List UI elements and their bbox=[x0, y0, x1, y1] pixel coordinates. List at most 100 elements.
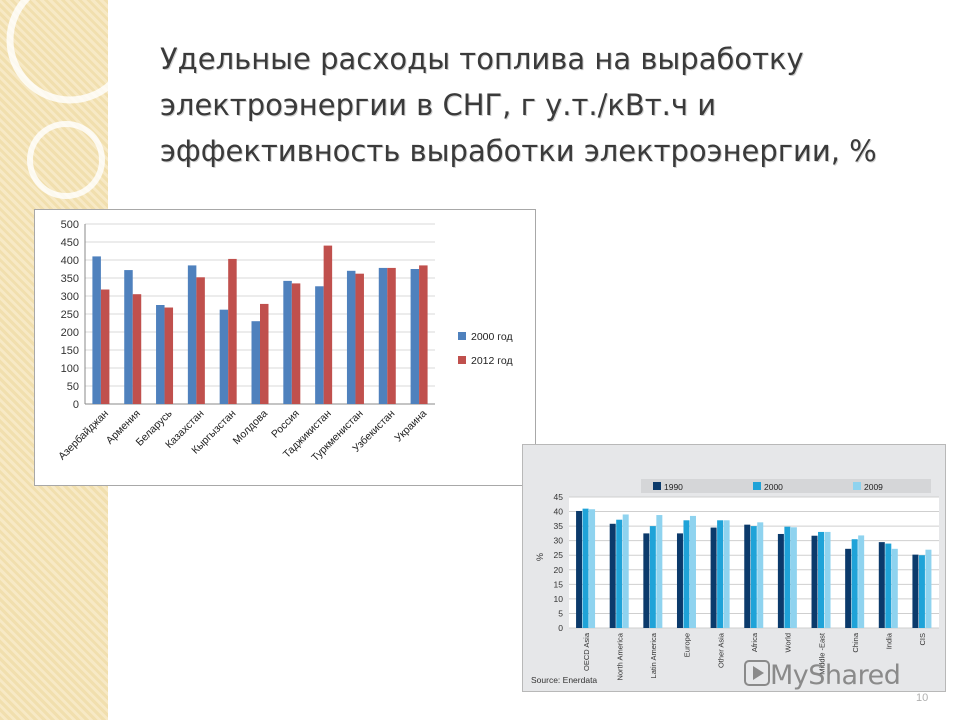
bar bbox=[251, 321, 260, 404]
y-tick-label: 300 bbox=[61, 291, 79, 303]
x-tick-label: Middle -East bbox=[817, 632, 826, 675]
bar bbox=[683, 520, 690, 628]
efficiency-chart: 0 5 10 15 20 25 30 35 40 45% OECD Asia North Americ… bbox=[522, 444, 946, 692]
bar bbox=[784, 526, 791, 628]
bar bbox=[912, 554, 919, 628]
y-tick-label: 500 bbox=[61, 219, 79, 231]
bar bbox=[757, 522, 764, 628]
bar bbox=[710, 527, 717, 628]
y-tick-label: 30 bbox=[554, 536, 564, 546]
bar bbox=[419, 265, 428, 404]
bar bbox=[676, 533, 683, 628]
bar bbox=[156, 305, 165, 404]
bar bbox=[622, 514, 629, 628]
y-tick-label: 35 bbox=[554, 521, 564, 531]
bar bbox=[750, 526, 757, 628]
bar bbox=[811, 535, 818, 628]
bar bbox=[818, 531, 825, 628]
legend-label: 2009 bbox=[864, 482, 883, 492]
bar bbox=[643, 533, 650, 628]
y-tick-label: 200 bbox=[61, 327, 79, 339]
legend-swatch bbox=[653, 482, 661, 490]
y-tick-label: 0 bbox=[558, 623, 563, 633]
x-tick-label: Молдова bbox=[231, 408, 271, 448]
legend-swatch bbox=[853, 482, 861, 490]
bar bbox=[885, 543, 892, 628]
x-tick-label: Europe bbox=[683, 633, 692, 657]
legend-label: 1990 bbox=[664, 482, 683, 492]
bar bbox=[925, 549, 932, 628]
x-tick-label: CIS bbox=[918, 633, 927, 646]
bar bbox=[616, 519, 623, 628]
x-tick-label: World bbox=[784, 633, 793, 652]
bar bbox=[315, 286, 324, 404]
bar bbox=[717, 520, 724, 628]
y-tick-label: 10 bbox=[554, 594, 564, 604]
bar bbox=[576, 510, 583, 628]
y-tick-label: 150 bbox=[61, 345, 79, 357]
bar bbox=[851, 539, 858, 628]
bar bbox=[219, 309, 229, 404]
bar bbox=[918, 555, 925, 628]
y-tick-label: 400 bbox=[61, 255, 79, 267]
x-tick-label: Украина bbox=[392, 408, 429, 445]
bar bbox=[744, 524, 751, 628]
x-tick-label: OECD Asia bbox=[582, 632, 591, 671]
x-tick-label: Азербайджан bbox=[56, 408, 111, 463]
y-tick-label: 0 bbox=[73, 399, 79, 411]
y-tick-label: 5 bbox=[558, 608, 563, 618]
legend-label: 2000 год bbox=[471, 331, 513, 343]
legend-label: 2000 bbox=[764, 482, 783, 492]
x-tick-label: Other Asia bbox=[716, 632, 725, 668]
legend-swatch bbox=[458, 356, 466, 364]
legend-label: 2012 год bbox=[471, 355, 513, 367]
bar bbox=[723, 520, 730, 628]
x-tick-label: India bbox=[885, 632, 894, 649]
legend-bar bbox=[641, 479, 931, 493]
y-tick-label: 25 bbox=[554, 550, 564, 560]
bar bbox=[92, 256, 101, 404]
watermark: MyShared bbox=[770, 660, 901, 691]
bar bbox=[164, 307, 174, 404]
bar bbox=[582, 508, 589, 628]
bar bbox=[132, 294, 142, 404]
page-number: 10 bbox=[916, 692, 929, 704]
bar bbox=[355, 273, 364, 404]
bar bbox=[187, 265, 197, 404]
y-tick-label: 45 bbox=[554, 492, 564, 502]
bar bbox=[589, 509, 596, 628]
bar bbox=[283, 280, 292, 404]
fuel-consumption-chart-svg: 0 50 100 150 200 250 300 350 400 450 500 Азербайджа… bbox=[56, 219, 513, 464]
bar bbox=[100, 289, 110, 404]
bar bbox=[387, 267, 396, 404]
bar bbox=[410, 269, 420, 404]
y-tick-label: 350 bbox=[61, 273, 79, 285]
y-tick-label: 450 bbox=[61, 237, 79, 249]
bar bbox=[689, 515, 696, 628]
efficiency-chart-svg: 0 5 10 15 20 25 30 35 40 45% OECD Asia North Americ… bbox=[531, 479, 939, 685]
bar bbox=[790, 527, 797, 628]
bar bbox=[656, 515, 663, 628]
y-tick-label: 100 bbox=[61, 363, 79, 375]
play-icon bbox=[744, 660, 770, 686]
bar bbox=[196, 277, 205, 404]
bar bbox=[649, 526, 656, 628]
legend-swatch bbox=[458, 332, 466, 340]
bar bbox=[323, 245, 333, 404]
bar bbox=[845, 548, 852, 628]
y-axis-label: % bbox=[535, 553, 545, 561]
bar bbox=[346, 270, 356, 404]
y-tick-label: 50 bbox=[67, 381, 79, 393]
bar bbox=[878, 542, 885, 628]
bar bbox=[824, 531, 831, 628]
bar bbox=[609, 523, 616, 628]
bar bbox=[378, 267, 388, 404]
y-tick-label: 250 bbox=[61, 309, 79, 321]
x-tick-label: North America bbox=[615, 632, 624, 680]
bar bbox=[858, 535, 865, 628]
x-tick-label: Africa bbox=[750, 632, 759, 652]
y-tick-label: 15 bbox=[554, 579, 564, 589]
chart-source: Source: Enerdata bbox=[531, 675, 597, 685]
bar bbox=[124, 270, 133, 404]
x-tick-label: China bbox=[851, 632, 860, 652]
